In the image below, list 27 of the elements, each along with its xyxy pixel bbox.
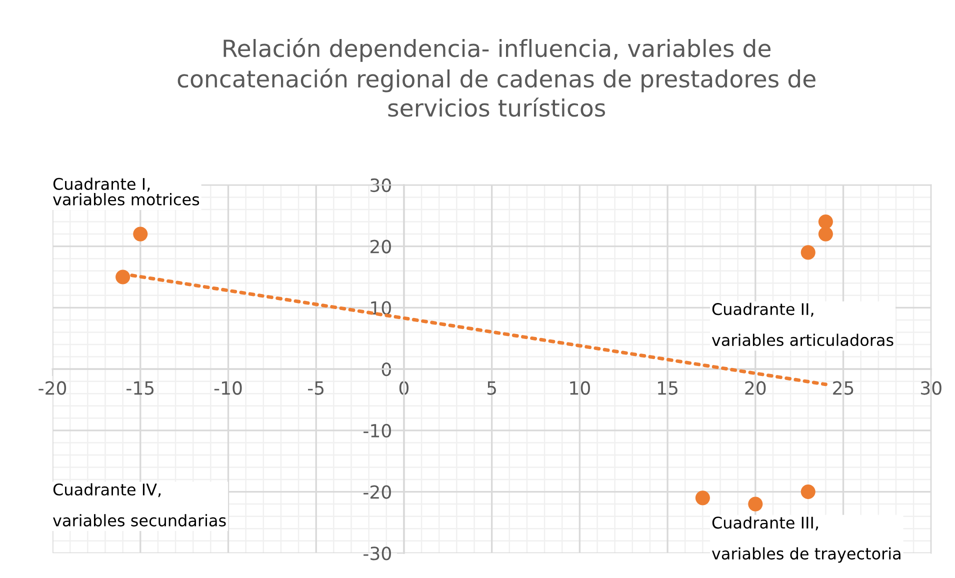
point <box>800 245 816 260</box>
point <box>695 490 710 506</box>
annotation: Cuadrante II, variables articuladoras <box>712 302 894 346</box>
x-tick-label: -20 <box>38 381 66 395</box>
y-tick-label: -30 <box>364 546 391 560</box>
x-tick-label: -5 <box>308 381 324 395</box>
x-tick-label: -10 <box>214 381 242 395</box>
x-tick-label: 15 <box>658 381 678 395</box>
x-tick-label: 30 <box>921 381 942 395</box>
y-tick-label: -20 <box>364 485 391 499</box>
x-tick-label: 10 <box>570 381 590 395</box>
point <box>116 270 130 284</box>
point <box>818 226 833 242</box>
annotation: Cuadrante IV, variables secundarias <box>53 483 226 526</box>
y-tick-label: -10 <box>364 424 391 438</box>
point <box>748 496 763 512</box>
chart-title: Relación dependencia- influencia, variables de concatenación regional de cadenas de prestadores de servicios turísticos <box>178 38 816 117</box>
x-tick-label: 5 <box>487 381 496 395</box>
x-tick-label: 25 <box>833 381 854 395</box>
point <box>818 214 833 230</box>
point <box>800 484 816 500</box>
annotation: Cuadrante I, variables motrices <box>53 178 200 206</box>
point <box>133 226 148 242</box>
x-tick-label: -15 <box>126 381 154 395</box>
y-tick-label: 20 <box>370 240 391 254</box>
x-tick-label: 20 <box>745 381 766 395</box>
annotation: Cuadrante III, variables de trayectoria <box>712 516 900 563</box>
